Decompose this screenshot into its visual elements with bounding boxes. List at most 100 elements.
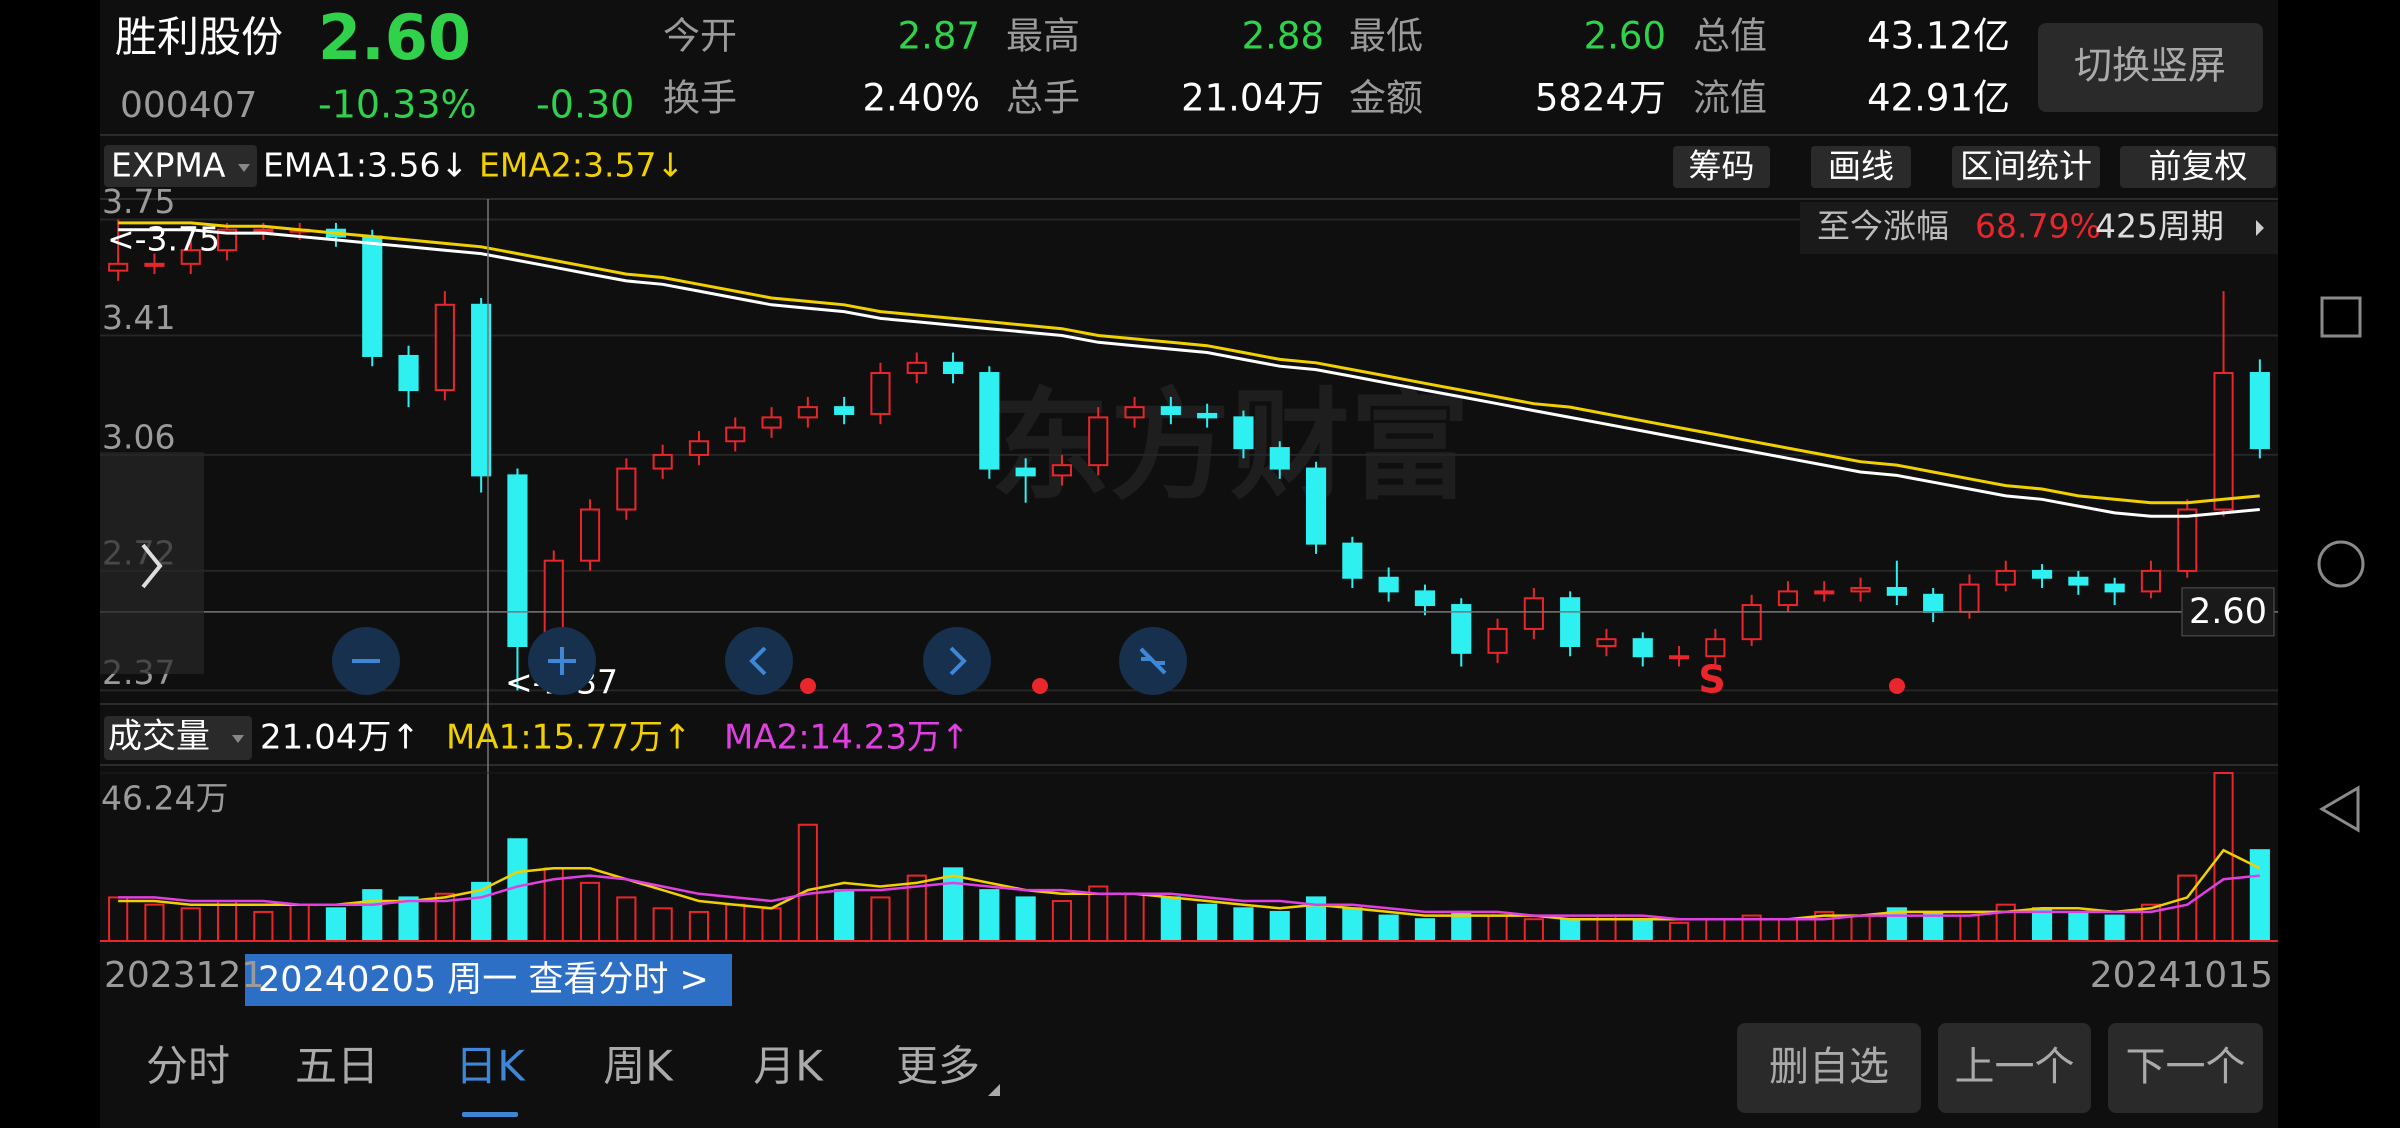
candle-body (1233, 416, 1254, 450)
volume-bar (216, 900, 238, 943)
candle-body (1160, 406, 1181, 415)
ema-line (118, 228, 2260, 518)
tab[interactable]: 分时 (146, 1042, 230, 1091)
tool-button[interactable] (1673, 146, 1770, 188)
shrink-icon (1139, 647, 1153, 661)
volume-indicator-select[interactable] (104, 716, 252, 760)
tool-button-label[interactable]: 筹码 (1689, 147, 1755, 186)
candle-body (761, 416, 782, 429)
tab[interactable]: 日K (455, 1042, 526, 1091)
stat-label: 总手 (1006, 77, 1080, 120)
volume-bar (1414, 918, 1436, 942)
switch-button[interactable] (2038, 23, 2263, 112)
candle-body (108, 262, 129, 272)
volume-bar (652, 907, 673, 942)
tool-button[interactable] (1811, 146, 1911, 188)
candle-body (1088, 416, 1109, 467)
candle-body (2177, 508, 2198, 572)
next-button[interactable] (923, 627, 991, 695)
volume-bar (2031, 907, 2053, 942)
expand-icon[interactable] (141, 543, 163, 589)
home-button[interactable] (2317, 540, 2365, 588)
left-icon (749, 646, 767, 676)
stat-value: 42.91亿 (1867, 77, 2010, 120)
selected-date-box[interactable] (245, 954, 732, 1006)
legend-entry: EMA2:3.57↓ (479, 146, 684, 185)
volume-bar (1197, 903, 1218, 943)
stat-label: 总值 (1693, 15, 1767, 58)
volume-bar (1233, 907, 1254, 942)
volume-bar (362, 889, 383, 942)
stat-value: 5824万 (1535, 77, 1666, 120)
tab[interactable]: 更多 (896, 1042, 980, 1091)
prev-button[interactable] (725, 627, 793, 695)
candle-body (1051, 464, 1073, 477)
shrink-icon (1153, 661, 1167, 675)
action-button-label[interactable]: 下一个 (2126, 1044, 2246, 1090)
stat-value: 21.04万 (1181, 77, 1324, 120)
candle-body (1124, 406, 1145, 419)
volume-bar (797, 823, 818, 942)
volume-bar (398, 896, 419, 942)
recent-apps-button[interactable] (2320, 296, 2362, 338)
tab[interactable]: 周K (603, 1042, 674, 1091)
stat-label: 今开 (663, 15, 737, 58)
candle-body (1632, 638, 1653, 658)
selected-date[interactable]: 20240205 周一 查看分时 > (258, 960, 709, 1000)
change: -0.30 (536, 83, 634, 127)
tool-button-label[interactable]: 画线 (1828, 147, 1894, 186)
stock-code: 000407 (120, 85, 257, 126)
range-stat-box[interactable] (1800, 202, 2278, 254)
stat-label: 金额 (1349, 77, 1423, 120)
stat-label: 最高 (1006, 15, 1080, 58)
candle-body (1814, 590, 1835, 595)
candle-body (1378, 576, 1399, 593)
side-panel[interactable] (100, 452, 204, 674)
action-button[interactable] (2108, 1023, 2263, 1113)
tool-button-label[interactable]: 前复权 (2149, 147, 2248, 186)
tool-button[interactable] (2120, 146, 2276, 188)
nav-buttons[interactable] (332, 627, 1187, 695)
tool-button[interactable] (1952, 146, 2100, 188)
tool-button-label[interactable]: 区间统计 (1960, 147, 2092, 186)
candle-body (362, 235, 383, 357)
candle-body (507, 474, 528, 647)
indicator-select[interactable] (104, 145, 257, 187)
volume-bar (2104, 914, 2125, 942)
stat-value: 2.88 (1242, 15, 1324, 58)
candle-body (1886, 586, 1907, 596)
back-button[interactable] (2319, 785, 2360, 833)
candle-body (180, 249, 201, 265)
tab[interactable]: 月K (753, 1042, 824, 1091)
candle-body (471, 303, 492, 477)
candle-body (2104, 583, 2125, 593)
candle-body (1705, 638, 1726, 658)
ma-line (118, 848, 2261, 921)
more-icon (988, 1084, 1000, 1096)
signal-dots (800, 678, 1905, 694)
volume-bar (1124, 892, 1145, 943)
volume-bar (834, 889, 855, 942)
ma-line (118, 874, 2260, 921)
volume-indicator[interactable]: 成交量 (108, 717, 210, 757)
volume-bar (180, 907, 201, 942)
legend-entry: EMA1:3.56↓ (263, 146, 468, 185)
volume-bar (1269, 910, 1290, 943)
stat-label: 最低 (1349, 15, 1423, 58)
tab[interactable]: 五日 (295, 1042, 379, 1091)
candle-body (1305, 467, 1327, 545)
tab-underline (462, 1112, 518, 1117)
candle-body (1959, 583, 1980, 613)
action-button[interactable] (1938, 1023, 2091, 1113)
candle-body (579, 508, 601, 562)
right-icon (949, 646, 967, 676)
switch-button-label[interactable]: 切换竖屏 (2074, 44, 2226, 88)
volume-bar (1015, 896, 1036, 942)
action-button[interactable] (1737, 1023, 1921, 1113)
crosshair-label: 2.60 (2189, 592, 2267, 632)
candle-body (216, 228, 238, 252)
action-button-label[interactable]: 删自选 (1769, 1044, 1889, 1090)
action-button-label[interactable]: 上一个 (1955, 1044, 2075, 1090)
indicator-name[interactable]: EXPMA (111, 146, 226, 185)
